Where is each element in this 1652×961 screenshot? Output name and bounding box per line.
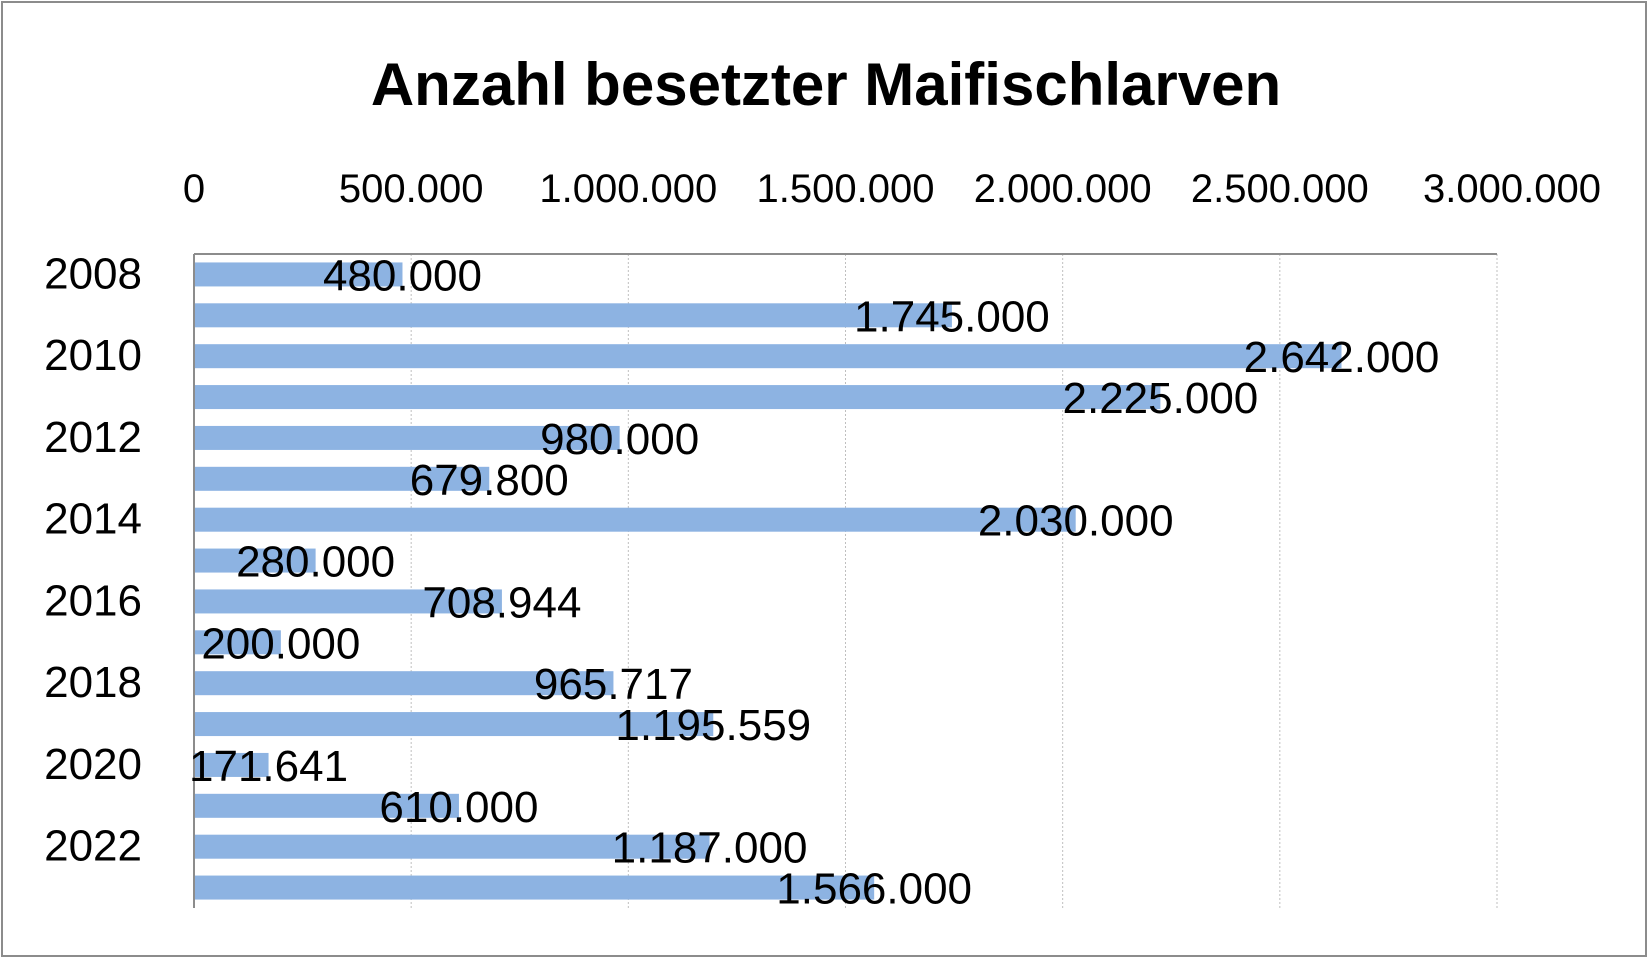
bar-2019 <box>194 712 714 737</box>
data-label-2016: 708.944 <box>422 578 581 627</box>
data-label-2019: 1.195.559 <box>615 701 811 750</box>
bar-2013 <box>194 466 490 491</box>
bar-2009 <box>194 303 952 328</box>
bar-2015 <box>194 548 316 573</box>
data-label-2023: 1.566.000 <box>776 865 972 914</box>
data-label-2022: 1.187.000 <box>612 824 808 873</box>
data-label-2014: 2.030.000 <box>978 497 1174 546</box>
x-tick-label-0: 0 <box>183 167 205 211</box>
data-label-2012: 980.000 <box>540 415 699 464</box>
bars <box>194 262 1342 900</box>
data-label-2009: 1.745.000 <box>854 292 1050 341</box>
bar-2014 <box>194 507 1076 532</box>
bar-2023 <box>194 875 875 900</box>
x-tick-label-2: 1.000.000 <box>539 167 717 211</box>
data-label-2018: 965.717 <box>534 660 693 709</box>
y-tick-label-2010: 2010 <box>44 331 142 380</box>
y-tick-label-2014: 2014 <box>44 495 142 544</box>
chart-title: Anzahl besetzter Maifischlarven <box>370 51 1282 118</box>
y-tick-label-2022: 2022 <box>44 822 142 871</box>
data-label-2020: 171.641 <box>189 742 348 791</box>
bar-2021 <box>194 793 459 818</box>
x-tick-label-1: 500.000 <box>339 167 484 211</box>
y-tick-label-2020: 2020 <box>44 740 142 789</box>
bar-2012 <box>194 425 620 450</box>
x-tick-labels: 0 500.000 1.000.000 1.500.000 2.000.000 2.500… <box>183 167 1601 211</box>
bar-2022 <box>194 834 710 859</box>
axes <box>193 253 1497 908</box>
data-label-2008: 480.000 <box>323 251 482 300</box>
y-tick-label-2016: 2016 <box>44 576 142 625</box>
y-tick-label-2012: 2012 <box>44 413 142 462</box>
bar-2020 <box>194 752 269 777</box>
bar-2011 <box>194 385 1161 410</box>
bar-2008 <box>194 262 403 287</box>
data-label-2013: 679.800 <box>410 456 569 505</box>
data-label-2015: 280.000 <box>236 538 395 587</box>
bar-2017 <box>194 630 281 655</box>
x-tick-label-6: 3.000.000 <box>1423 167 1601 211</box>
data-label-2011: 2.225.000 <box>1063 374 1259 423</box>
bar-2010 <box>194 344 1342 369</box>
data-label-2017: 200.000 <box>201 619 360 668</box>
bar-2018 <box>194 671 614 696</box>
y-tick-label-2008: 2008 <box>44 249 142 298</box>
x-tick-label-5: 2.500.000 <box>1191 167 1369 211</box>
bar-2016 <box>194 589 502 614</box>
y-tick-labels: 2008 2010 2012 2014 2016 2018 2020 2022 <box>44 249 142 870</box>
x-tick-label-3: 1.500.000 <box>757 167 935 211</box>
data-label-2021: 610.000 <box>379 783 538 832</box>
data-label-2010: 2.642.000 <box>1244 333 1440 382</box>
y-tick-label-2018: 2018 <box>44 658 142 707</box>
x-tick-label-4: 2.000.000 <box>974 167 1152 211</box>
